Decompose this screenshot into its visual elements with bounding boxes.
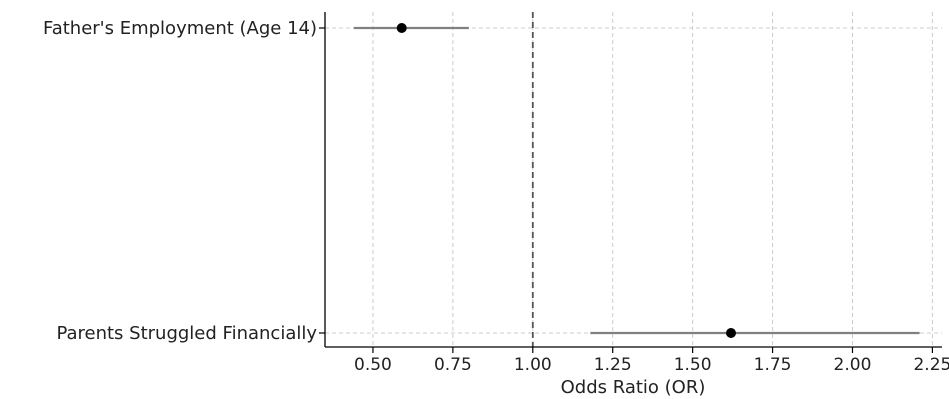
y-category-label: Parents Struggled Financially: [56, 323, 317, 344]
grid-lines: [325, 12, 942, 347]
x-tick-label: 2.25: [913, 355, 949, 375]
x-tick-label: 1.50: [674, 355, 712, 375]
x-tick-label: 0.75: [434, 355, 472, 375]
y-category-label: Father's Employment (Age 14): [43, 18, 317, 39]
x-tick-label: 1.75: [754, 355, 792, 375]
x-tick-label: 1.00: [514, 355, 552, 375]
or-point: [396, 23, 407, 33]
y-category-labels: Father's Employment (Age 14) Parents Stru…: [43, 18, 317, 344]
confidence-intervals: [353, 26, 920, 335]
or-point: [726, 328, 737, 338]
x-tick-label: 1.25: [594, 355, 632, 375]
odds-ratio-points: [396, 23, 737, 338]
x-tick-label: 0.50: [354, 355, 392, 375]
x-tick-labels: 0.50 0.75 1.00 1.25 1.50 1.75 2.00 2.25: [354, 355, 949, 375]
x-axis-title: Odds Ratio (OR): [561, 377, 706, 398]
axes: [319, 12, 942, 353]
x-tick-label: 2.00: [834, 355, 872, 375]
